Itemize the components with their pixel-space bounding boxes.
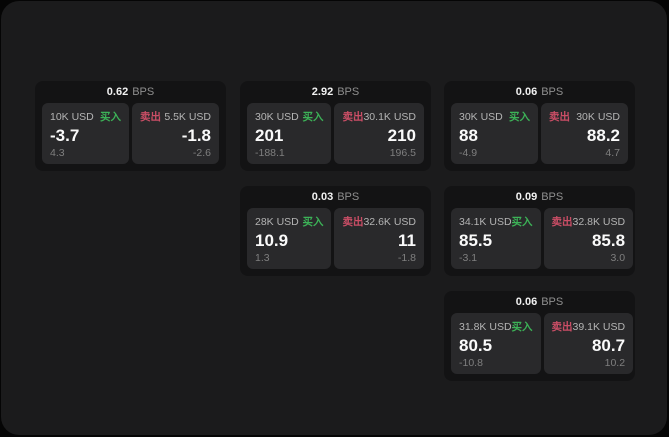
buy-quote-cell[interactable]: 28K USD 买入 10.9 1.3 xyxy=(247,208,332,269)
sell-tag: 卖出 xyxy=(551,216,573,228)
buy-quote-cell[interactable]: 30K USD 买入 201 -188.1 xyxy=(247,103,332,164)
buy-tag: 买入 xyxy=(511,216,533,228)
spread-value: 0.06 xyxy=(515,296,538,308)
buy-delta: -3.1 xyxy=(459,251,478,264)
sell-size: 32.6K USD xyxy=(363,215,416,228)
spread-value: 0.09 xyxy=(515,191,538,203)
buy-delta: -4.9 xyxy=(459,146,478,159)
sell-tag: 卖出 xyxy=(342,216,364,228)
sell-price: 80.7 xyxy=(591,336,626,356)
buy-price: -3.7 xyxy=(50,126,80,146)
bps-label: BPS xyxy=(541,86,564,98)
buy-tag: 买入 xyxy=(302,111,324,123)
buy-price: 10.9 xyxy=(255,231,289,251)
buy-size: 10K USD xyxy=(50,110,94,123)
buy-tag: 买入 xyxy=(100,111,121,123)
bps-label: BPS xyxy=(132,86,155,98)
sell-quote-cell[interactable]: 卖出 39.1K USD 80.7 10.2 xyxy=(543,313,634,374)
sell-quote-cell[interactable]: 卖出 32.8K USD 85.8 3.0 xyxy=(543,208,634,269)
spread-value: 0.03 xyxy=(311,191,334,203)
buy-price: 85.5 xyxy=(459,231,493,251)
sell-delta: 4.7 xyxy=(605,146,620,159)
spread-header: 2.92 BPS xyxy=(240,81,431,103)
quote-card: 0.06 BPS 31.8K USD 买入 80.5 -10.8 卖出 39.1… xyxy=(444,291,635,381)
bps-label: BPS xyxy=(337,191,360,203)
sell-tag: 卖出 xyxy=(140,111,161,123)
buy-quote-cell[interactable]: 10K USD 买入 -3.7 4.3 xyxy=(42,103,129,164)
spread-header: 0.03 BPS xyxy=(240,186,431,208)
bps-label: BPS xyxy=(337,86,360,98)
sell-quote-cell[interactable]: 卖出 32.6K USD 11 -1.8 xyxy=(334,208,424,269)
sell-tag: 卖出 xyxy=(549,111,570,123)
sell-size: 32.8K USD xyxy=(572,215,626,228)
sell-tag: 卖出 xyxy=(551,321,573,333)
bps-label: BPS xyxy=(541,191,564,203)
buy-size: 28K USD xyxy=(255,215,299,228)
spread-value: 0.06 xyxy=(515,86,538,98)
sell-delta: -1.8 xyxy=(397,251,416,264)
spread-value: 2.92 xyxy=(311,86,334,98)
buy-size: 34.1K USD xyxy=(459,215,512,228)
sell-price: -1.8 xyxy=(181,126,211,146)
sell-delta: -2.6 xyxy=(192,146,211,159)
sell-price: 88.2 xyxy=(586,126,620,146)
quote-card: 2.92 BPS 30K USD 买入 201 -188.1 卖出 30.1K … xyxy=(240,81,431,171)
spread-header: 0.09 BPS xyxy=(444,186,635,208)
spread-header: 0.62 BPS xyxy=(35,81,226,103)
sell-size: 5.5K USD xyxy=(164,110,211,123)
sell-price: 85.8 xyxy=(591,231,626,251)
buy-price: 201 xyxy=(255,126,284,146)
buy-tag: 买入 xyxy=(511,321,533,333)
sell-price: 11 xyxy=(398,231,416,251)
quote-card: 0.09 BPS 34.1K USD 买入 85.5 -3.1 卖出 32.8K… xyxy=(444,186,635,276)
quote-card: 0.03 BPS 28K USD 买入 10.9 1.3 卖出 32.6K US… xyxy=(240,186,431,276)
buy-size: 31.8K USD xyxy=(459,320,512,333)
buy-delta: 1.3 xyxy=(255,251,270,264)
sell-delta: 196.5 xyxy=(389,146,416,159)
spread-header: 0.06 BPS xyxy=(444,81,635,103)
quote-card: 0.06 BPS 30K USD 买入 88 -4.9 卖出 30K USD 8… xyxy=(444,81,635,171)
buy-quote-cell[interactable]: 30K USD 买入 88 -4.9 xyxy=(451,103,538,164)
quote-card: 0.62 BPS 10K USD 买入 -3.7 4.3 卖出 5.5K USD… xyxy=(35,81,226,171)
sell-quote-cell[interactable]: 卖出 5.5K USD -1.8 -2.6 xyxy=(132,103,219,164)
sell-price: 210 xyxy=(387,126,416,146)
spread-header: 0.06 BPS xyxy=(444,291,635,313)
buy-delta: -10.8 xyxy=(459,356,483,369)
spread-value: 0.62 xyxy=(106,86,129,98)
sell-delta: 10.2 xyxy=(604,356,626,369)
sell-size: 30.1K USD xyxy=(363,110,416,123)
buy-tag: 买入 xyxy=(509,111,530,123)
buy-tag: 买入 xyxy=(302,216,324,228)
buy-delta: 4.3 xyxy=(50,146,65,159)
buy-size: 30K USD xyxy=(459,110,503,123)
sell-tag: 卖出 xyxy=(342,111,364,123)
sell-quote-cell[interactable]: 卖出 30.1K USD 210 196.5 xyxy=(334,103,424,164)
sell-quote-cell[interactable]: 卖出 30K USD 88.2 4.7 xyxy=(541,103,628,164)
sell-size: 39.1K USD xyxy=(572,320,626,333)
buy-size: 30K USD xyxy=(255,110,299,123)
buy-quote-cell[interactable]: 34.1K USD 买入 85.5 -3.1 xyxy=(451,208,541,269)
bps-label: BPS xyxy=(541,296,564,308)
sell-delta: 3.0 xyxy=(610,251,626,264)
buy-price: 80.5 xyxy=(459,336,493,356)
buy-delta: -188.1 xyxy=(255,146,285,159)
sell-size: 30K USD xyxy=(576,110,620,123)
buy-price: 88 xyxy=(459,126,478,146)
buy-quote-cell[interactable]: 31.8K USD 买入 80.5 -10.8 xyxy=(451,313,541,374)
